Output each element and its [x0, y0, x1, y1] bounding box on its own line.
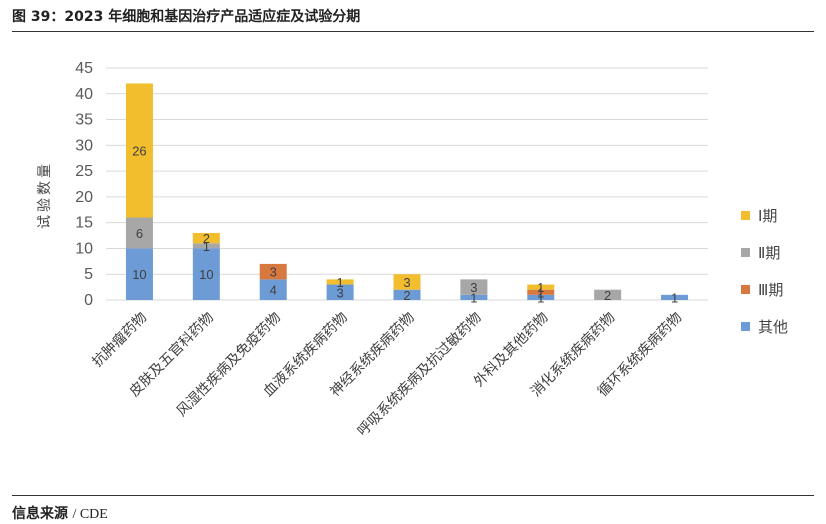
y-axis-ticks: 0 5 10 15 20 25 30 35 40 45: [75, 60, 93, 309]
data-label: 2: [203, 231, 210, 246]
source-label: 信息来源: [12, 506, 68, 522]
data-label: 3: [403, 275, 410, 290]
data-label: 1: [537, 285, 544, 300]
bar-segment: [192, 248, 220, 300]
data-label: 3: [470, 280, 477, 295]
data-label: 1: [336, 275, 343, 290]
legend-label: Ⅱ期: [758, 243, 781, 262]
bar-segment: [125, 248, 153, 300]
x-tick-label: 呼吸系统疾病及抗过敏药物: [355, 310, 485, 440]
data-label: 10: [132, 267, 146, 282]
bars: [125, 83, 689, 300]
bar-segment: [527, 289, 555, 295]
bar-segment: [661, 294, 689, 300]
data-label: 26: [132, 143, 146, 158]
bar-segment: [259, 263, 287, 280]
x-tick-label: 抗肿瘤药物: [89, 309, 151, 371]
x-axis-ticks: 抗肿瘤药物皮肤及五官科药物风湿性疾病及免疫药物血液系统疾病药物神经系统疾病药物呼…: [89, 309, 686, 440]
bar-segment: [326, 279, 354, 285]
y-tick-label: 30: [75, 137, 93, 154]
data-label: 1: [537, 290, 544, 305]
bar-segment: [125, 217, 153, 249]
legend-item: Ⅰ期: [741, 205, 788, 225]
bar-segment: [393, 289, 421, 300]
legend-item: Ⅱ期: [741, 242, 788, 262]
source-rule: [12, 495, 814, 496]
legend-item: 其他: [741, 316, 788, 336]
y-tick-label: 35: [75, 112, 93, 129]
chart-legend: Ⅰ期 Ⅱ期 Ⅲ期其他: [741, 205, 788, 353]
figure-title: 图 39：2023 年细胞和基因治疗产品适应症及试验分期: [12, 9, 361, 25]
data-label: 6: [136, 226, 143, 241]
legend-label: Ⅰ期: [758, 206, 778, 225]
legend-label: 其他: [758, 317, 789, 336]
y-tick-label: 0: [84, 292, 93, 309]
legend-label: Ⅲ期: [758, 280, 784, 299]
legend-swatch: [741, 210, 750, 220]
y-axis-label: 试验数量: [37, 161, 53, 229]
data-label: 1: [203, 239, 210, 254]
bar-segment: [192, 243, 220, 249]
y-tick-label: 25: [75, 163, 93, 180]
y-tick-label: 45: [75, 60, 93, 77]
data-label: 2: [604, 288, 611, 303]
y-tick-label: 20: [75, 189, 93, 206]
bar-segment: [393, 274, 421, 290]
bar-segment: [594, 289, 622, 300]
data-label: 1: [537, 280, 544, 295]
bar-segment: [192, 232, 220, 244]
legend-swatch: [741, 247, 750, 257]
y-tick-label: 5: [84, 266, 93, 283]
y-tick-label: 40: [75, 86, 93, 103]
data-label: 1: [671, 290, 678, 305]
legend-swatch: [741, 321, 750, 331]
bar-segment: [125, 83, 153, 218]
source-value: / CDE: [72, 507, 108, 522]
source-note: 信息来源 / CDE: [12, 503, 108, 523]
legend-item: Ⅲ期: [741, 279, 788, 299]
legend-swatch: [741, 284, 750, 294]
data-label: 2: [403, 288, 410, 303]
y-tick-label: 15: [75, 215, 93, 232]
data-label: 3: [270, 265, 277, 280]
data-label: 10: [199, 267, 213, 282]
bar-segment: [460, 279, 488, 295]
data-label: 3: [336, 285, 343, 300]
title-rule: [12, 31, 814, 32]
y-tick-label: 10: [75, 240, 93, 257]
data-label: 1: [470, 290, 477, 305]
bar-segment: [527, 284, 555, 290]
bar-segment: [326, 284, 354, 300]
bar-segment: [527, 294, 555, 300]
data-label: 4: [270, 283, 277, 298]
bar-segment: [259, 279, 287, 300]
bar-segment: [460, 294, 488, 300]
